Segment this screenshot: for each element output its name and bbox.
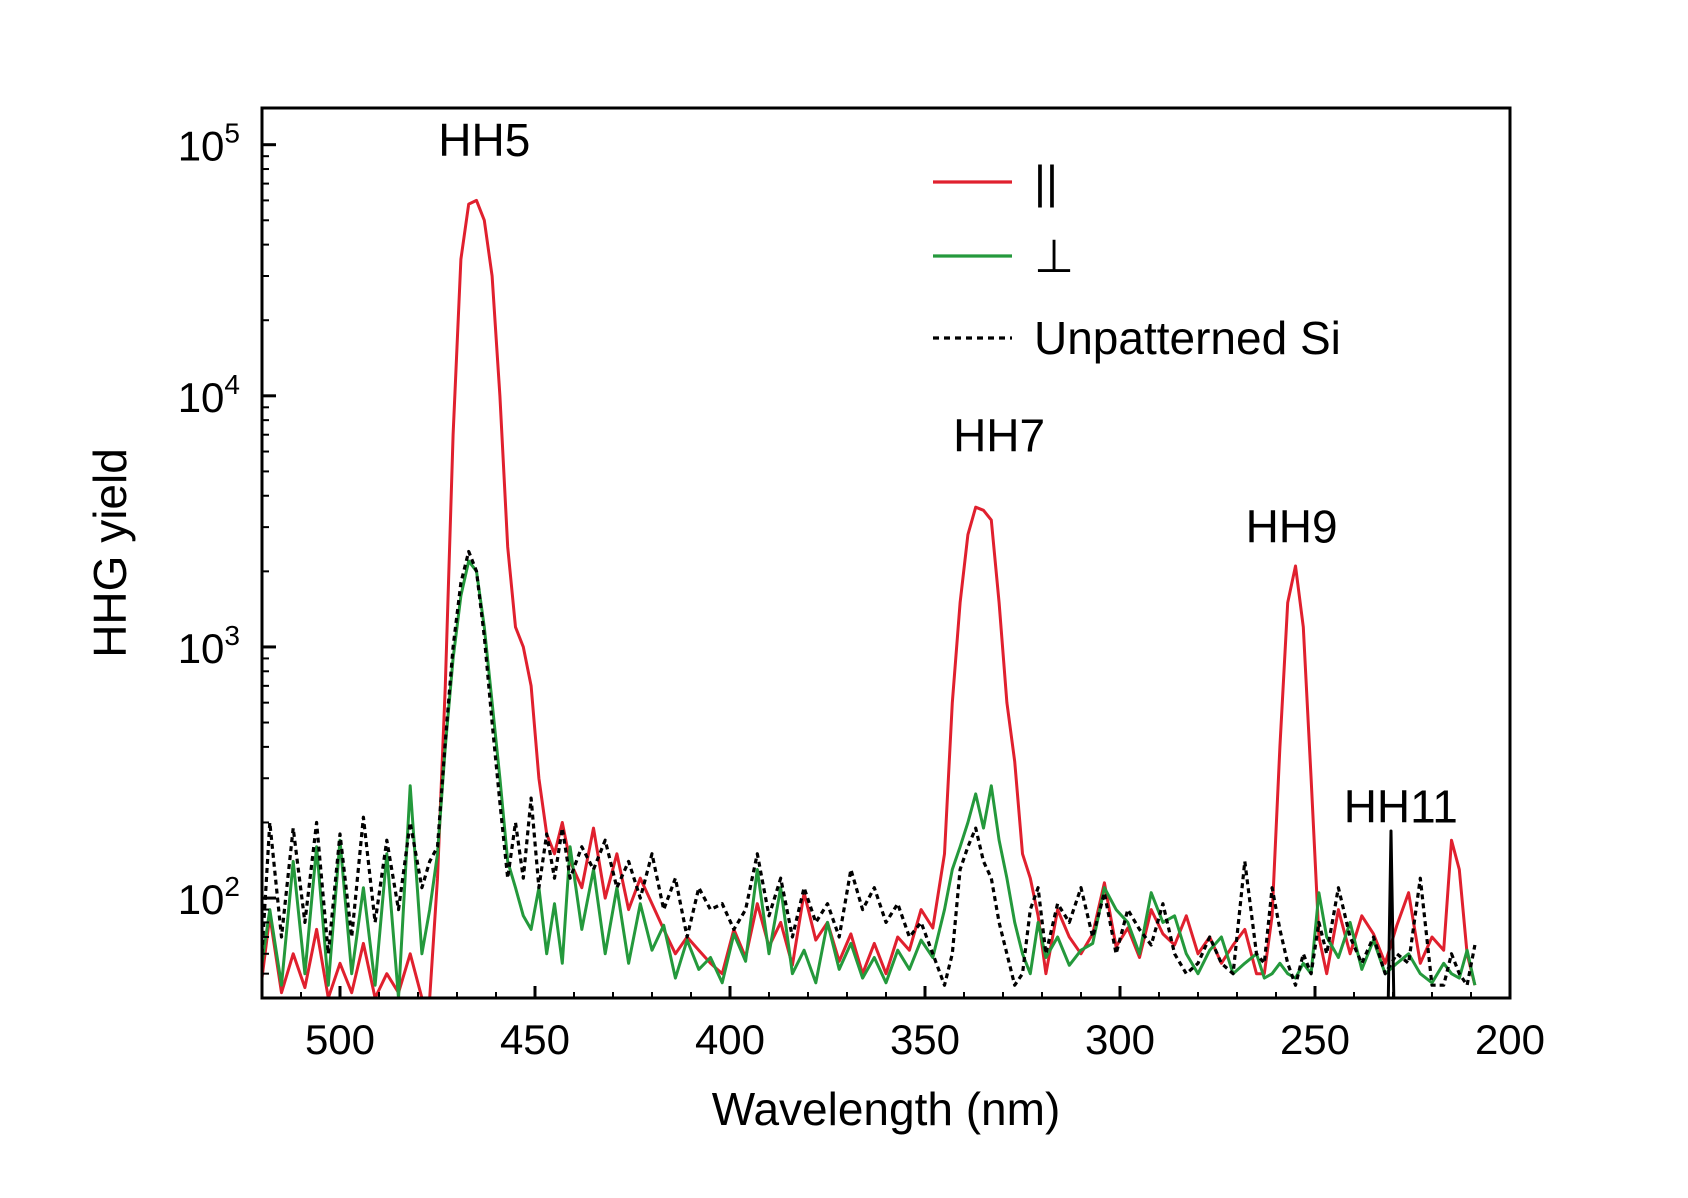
x-tick-label: 500	[305, 1016, 375, 1063]
x-tick-label: 350	[890, 1016, 960, 1063]
series-layer	[262, 198, 1477, 998]
peak-label-hh7: HH7	[953, 410, 1045, 462]
x-axis-title: Wavelength (nm)	[712, 1083, 1061, 1135]
legend: || ⊥ Unpatterned Si	[933, 156, 1341, 364]
x-tick-label: 400	[695, 1016, 765, 1063]
legend-label: ⊥	[1034, 230, 1074, 282]
peak-label-hh5: HH5	[438, 114, 530, 166]
plot-area	[260, 106, 1512, 1000]
x-axis: 500 450 400 350 300 250 200	[300, 986, 1545, 1063]
x-tick-label: 200	[1475, 1016, 1545, 1063]
series-line-perpendicular	[262, 559, 1477, 998]
y-tick-label: 102	[178, 871, 240, 923]
y-tick-label: 104	[178, 369, 240, 421]
x-tick-label: 300	[1085, 1016, 1155, 1063]
peak-annotations: HH5 HH7 HH9 HH11	[438, 114, 1458, 832]
y-axis-title: HHG yield	[84, 448, 136, 658]
legend-label: ||	[1034, 156, 1058, 208]
legend-label: Unpatterned Si	[1034, 312, 1341, 364]
y-axis: 102 103 104 105	[178, 118, 276, 999]
series-line-hh11-marker	[1386, 829, 1396, 998]
peak-label-hh9: HH9	[1246, 501, 1338, 553]
series-line-unpatterned-si	[262, 549, 1477, 987]
x-tick-label: 450	[500, 1016, 570, 1063]
y-tick-label: 105	[178, 118, 240, 170]
x-tick-label: 250	[1280, 1016, 1350, 1063]
series-line-parallel	[262, 198, 1477, 998]
peak-label-hh11: HH11	[1344, 780, 1458, 832]
y-tick-label: 103	[178, 620, 240, 672]
